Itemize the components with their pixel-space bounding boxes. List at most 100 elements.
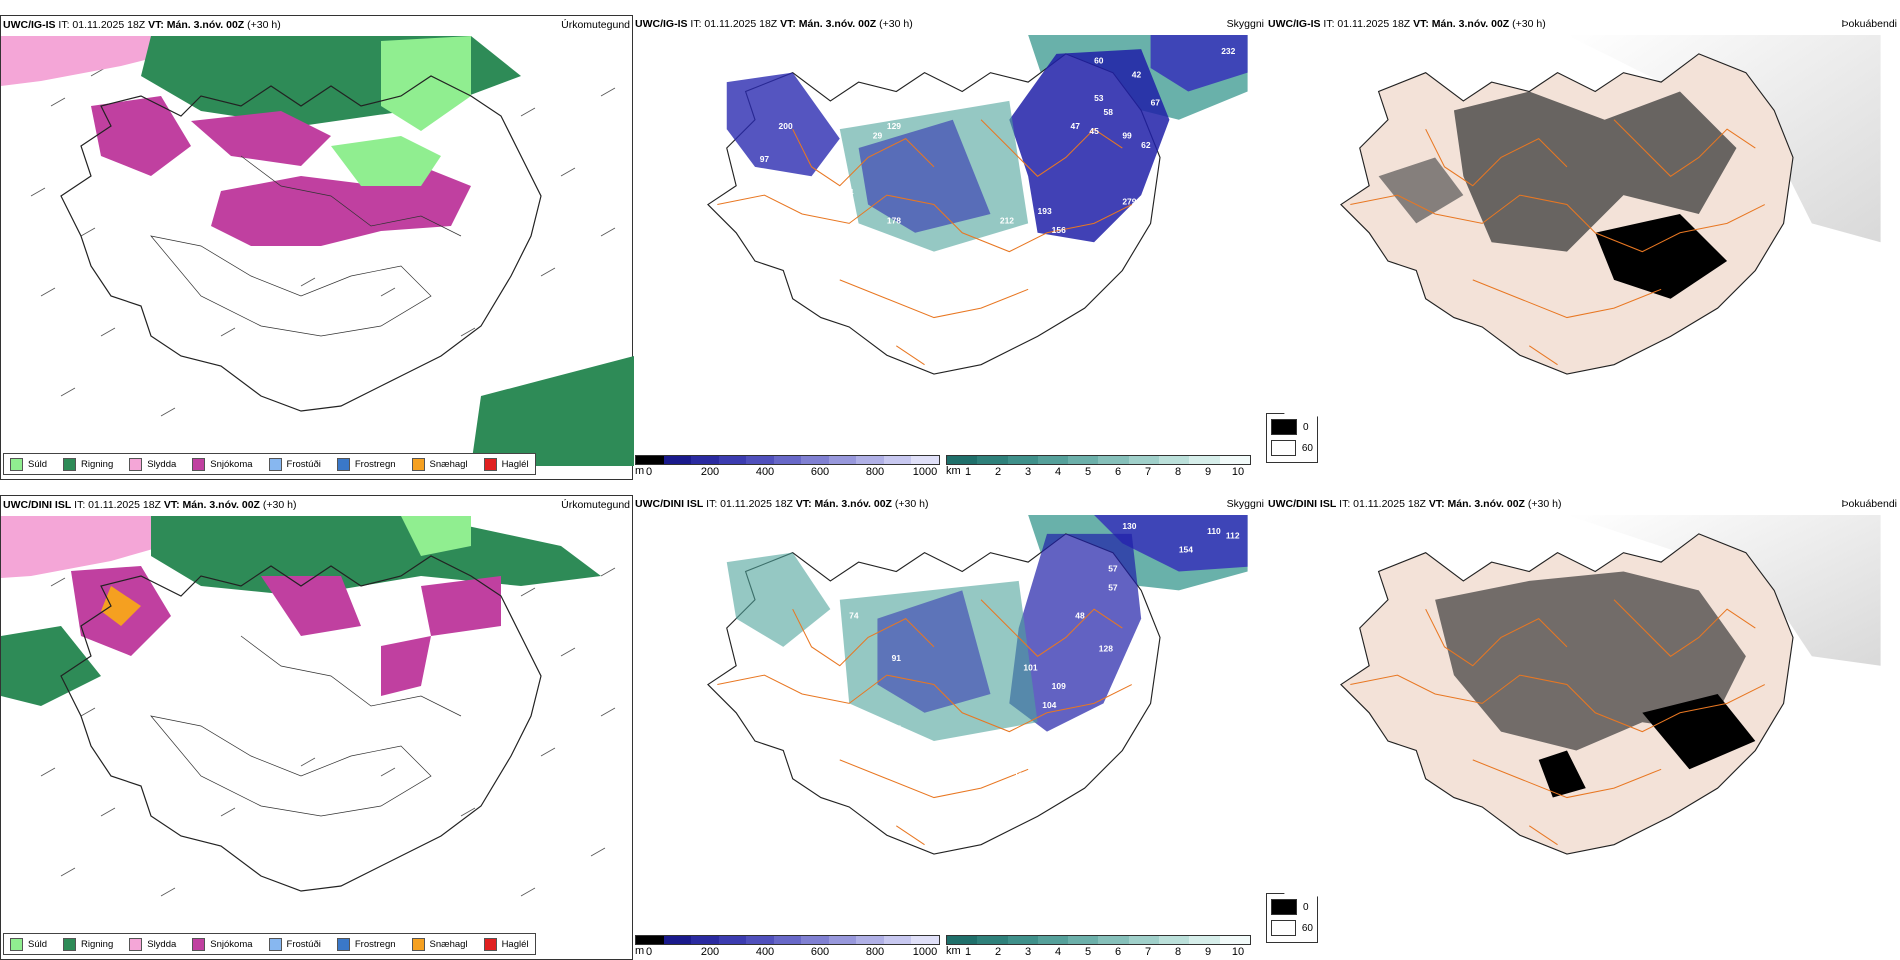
panel-header: UWC/IG-IS IT: 01.11.2025 18Z VT: Mán. 3.… [1268,18,1546,30]
precip-legend: Súld Rigning Slydda Snjókoma Frostúði Fr… [3,933,536,955]
precip-map [1,516,616,897]
legend-item: Haglél [483,457,529,471]
visibility-value-label: 112 [1009,813,1023,823]
legend-item: Frostregn [336,457,396,471]
legend-swatch [268,457,282,471]
fog-panel-row2: UWC/DINI ISL IT: 01.11.2025 18Z VT: Mán.… [1266,495,1899,960]
cloudbase-colorbar: m 0 200 400 600 800 1000 [635,935,940,958]
legend-swatch [63,937,77,951]
visibility-value-label: 105 [934,262,948,272]
visibility-value-label: 193 [1038,206,1052,216]
legend-swatch [411,937,425,951]
panel-title: Skyggni [1226,498,1264,510]
visibility-colorbar: km 1 2 3 4 5 6 7 8 9 10 [946,935,1251,958]
visibility-value-label: 102 [826,700,840,710]
visibility-value-label: 300 [906,343,920,353]
visibility-value-label: 91 [892,653,902,663]
visibility-value-label: 75 [859,84,869,94]
visibility-value-label: 68 [802,700,812,710]
legend-swatch [1271,899,1297,915]
visibility-value-label: 87 [892,724,902,734]
fog-map [1284,35,1881,417]
legend-swatch [336,457,350,471]
visibility-unit: km [946,465,961,477]
precip-panel-row1: UWC/IG-IS IT: 01.11.2025 18Z VT: Mán. 3.… [0,15,634,480]
panel-header: UWC/DINI ISL IT: 01.11.2025 18Z VT: Mán.… [3,499,297,511]
legend-item: Snjókoma [192,937,253,951]
panel-header: UWC/IG-IS IT: 01.11.2025 18Z VT: Mán. 3.… [3,19,281,31]
visibility-value-label: 130 [1122,521,1136,531]
legend-swatch [63,457,77,471]
visibility-value-label: 178 [887,215,901,225]
visibility-value-label: 67 [1151,98,1161,108]
visibility-value-label: 97 [760,154,770,164]
visibility-value-label: 110 [901,102,915,112]
visibility-value-label: 200 [779,121,793,131]
visibility-value-label: 54 [703,230,713,240]
visibility-value-label: 56 [703,710,713,720]
visibility-bar [946,455,1251,465]
visibility-value-label: 115 [1014,771,1028,781]
panel-title: Skyggni [1226,18,1264,30]
legend-item: Slydda [129,457,176,471]
legend-swatch [336,937,350,951]
visibility-value-label: 60 [1094,55,1104,65]
visibility-value-label: 47 [1071,121,1081,131]
visibility-value-label: 101 [1023,662,1037,672]
legend-item: Frostúði [268,457,321,471]
visibility-value-label: 57 [1108,564,1118,574]
visibility-ticks: 1 2 3 4 5 6 7 8 9 10 [964,466,1245,478]
visibility-value-label: 37 [934,357,944,367]
precip-legend: Súld Rigning Slydda Snjókoma Frostúði Fr… [3,453,536,475]
legend-swatch [192,937,206,951]
visibility-value-label: 112 [1226,531,1240,541]
legend-item: Slydda [129,937,176,951]
visibility-value-label: 74 [849,710,859,720]
visibility-value-label: 114 [840,187,854,197]
cloudbase-bar [635,935,940,945]
legend-swatch [129,457,143,471]
legend-swatch [483,937,497,951]
visibility-value-label: 156 [1052,225,1066,235]
visibility-value-label: 57 [1108,582,1118,592]
visibility-value-label: 110 [1207,526,1221,536]
legend-swatch [268,937,282,951]
visibility-colorbar: km 1 2 3 4 5 6 7 8 9 10 [946,455,1251,478]
visibility-value-label: 232 [1221,46,1235,56]
fog-map [1284,515,1881,897]
legend-swatch [129,937,143,951]
visibility-value-label: 53 [1094,93,1104,103]
legend-swatch [192,457,206,471]
visibility-panel-row2: UWC/DINI ISL IT: 01.11.2025 18Z VT: Mán.… [633,495,1318,960]
fog-panel-row1: UWC/IG-IS IT: 01.11.2025 18Z VT: Mán. 3.… [1266,15,1899,480]
panel-title: Úrkomutegund [561,499,630,511]
cloudbase-colorbar: m 0 200 400 600 800 1000 [635,455,940,478]
legend-item: Súld [10,457,47,471]
cloudbase-unit: m [635,465,645,477]
visibility-value-label: 330 [1056,742,1070,752]
fog-legend: 0 60 [1266,893,1318,943]
visibility-value-label: 29 [873,131,883,141]
legend-swatch [483,457,497,471]
visibility-value-label: 154 [1179,545,1193,555]
visibility-value-label: 129 [887,121,901,131]
visibility-panel-row1: UWC/IG-IS IT: 01.11.2025 18Z VT: Mán. 3.… [633,15,1318,480]
cloudbase-bar [635,455,940,465]
visibility-value-label: 58 [1103,107,1113,117]
legend-swatch [1271,920,1296,936]
visibility-map: 6042232479962534567582007529110129971781… [703,35,1248,375]
legend-item: Snæhagl [411,937,468,951]
visibility-value-label: 109 [1052,681,1066,691]
legend-item: Frostregn [336,937,396,951]
legend-swatch [10,937,23,951]
visibility-value-label: 212 [1000,215,1014,225]
visibility-value-label: 81 [1118,310,1128,320]
panel-title: Þokuábendi [1841,498,1897,510]
visibility-value-label: 128 [1099,644,1113,654]
visibility-value-label: 48 [1075,611,1085,621]
legend-swatch [1271,419,1297,435]
legend-swatch [411,457,425,471]
precip-panel-row2: UWC/DINI ISL IT: 01.11.2025 18Z VT: Mán.… [0,495,633,960]
panel-header: UWC/DINI ISL IT: 01.11.2025 18Z VT: Mán.… [1268,498,1562,510]
visibility-value-label: 165 [1033,794,1047,804]
